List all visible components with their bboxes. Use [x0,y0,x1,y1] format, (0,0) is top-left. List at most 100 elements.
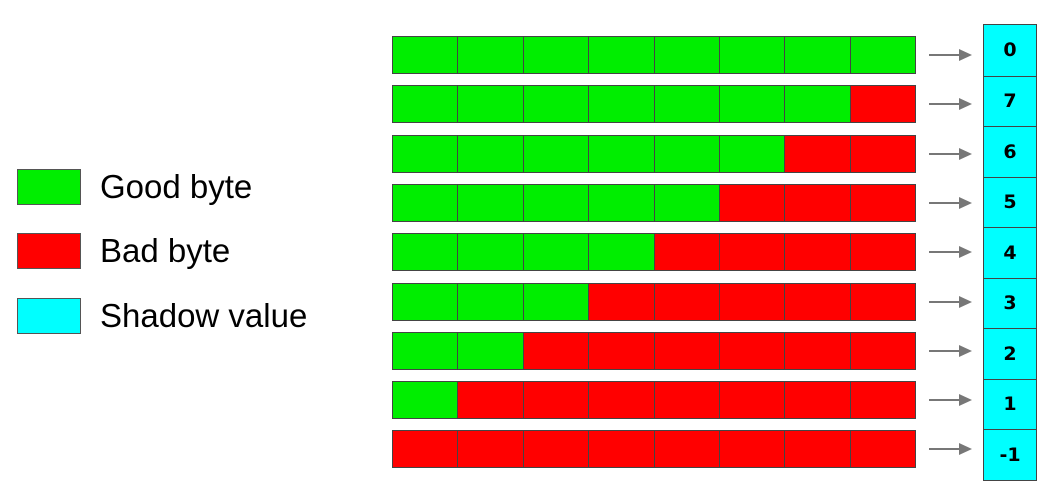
good-byte-cell [522,282,590,321]
shadow-value-cell: 3 [984,277,1036,329]
arrow-icon [929,443,972,456]
bad-byte-cell [849,134,916,173]
bad-byte-cell [588,381,655,420]
bad-byte-cell [522,331,590,370]
legend-good: Good byte [17,168,252,206]
bad-byte-cell [849,85,916,124]
good-byte-cell [457,233,524,272]
good-byte-cell [457,183,524,222]
good-byte-cell [522,134,590,173]
good-byte-cell [522,85,590,124]
bad-byte-cell [784,381,851,420]
legend-shadow: Shadow value [17,297,307,335]
byte-row [392,233,916,272]
good-byte-cell [457,85,524,124]
shadow-value-cell: 6 [984,126,1036,177]
byte-row [392,134,916,173]
good-byte-cell [784,36,851,74]
arrow-icon [929,295,972,308]
byte-row [392,381,916,420]
byte-row [392,183,916,222]
arrow-icon [929,196,972,209]
bad-byte-cell [588,331,655,370]
shadow-value-cell: 7 [984,75,1036,127]
arrow-icon [929,49,972,61]
legend-bad-swatch [17,233,81,269]
bad-byte-cell [784,331,851,370]
good-byte-cell [588,183,655,222]
shadow-value-cell: 5 [984,176,1036,228]
shadow-value-cell: 0 [1003,39,1017,62]
bad-byte-cell [849,282,916,321]
good-byte-cell [653,183,720,222]
legend-shadow-swatch [17,298,81,334]
good-byte-cell [522,233,590,272]
shadow-value-cell: 2 [984,328,1036,379]
bad-byte-cell [653,282,720,321]
good-byte-cell [653,85,720,124]
bad-byte-cell [849,331,916,370]
shadow-column: 0 7 6 5 4 3 2 1 -1 [983,24,1037,481]
good-byte-cell [588,134,655,173]
good-byte-cell [457,282,524,321]
good-byte-cell [457,36,524,74]
byte-row [392,430,916,469]
good-byte-cell [392,331,459,370]
legend-good-label: Good byte [100,168,253,205]
good-byte-cell [522,36,590,74]
bad-byte-cell [849,381,916,420]
good-byte-cell [392,381,459,420]
bad-byte-cell [653,331,720,370]
shadow-value-cell: 1 [984,378,1036,430]
good-byte-cell [718,36,786,74]
bad-byte-cell [849,430,916,469]
good-byte-cell [718,85,786,124]
good-byte-cell [522,183,590,222]
bad-byte-cell [457,381,524,420]
arrow-icon [929,394,972,407]
bad-byte-cell [522,430,590,469]
legend-bad: Bad byte [17,232,230,270]
bad-byte-cell [653,233,720,272]
bad-byte-cell [588,430,655,469]
good-byte-cell [653,134,720,173]
good-byte-cell [718,134,786,173]
good-byte-cell [653,36,720,74]
arrow-icon [929,98,972,111]
bad-byte-cell [784,282,851,321]
good-byte-cell [392,134,459,173]
bad-byte-cell [784,183,851,222]
arrow-icon [929,246,972,259]
good-byte-cell [392,233,459,272]
legend-shadow-label: Shadow value [100,297,308,334]
legend-bad-label: Bad byte [100,232,231,269]
legend-good-swatch [17,169,81,205]
bad-byte-cell [718,331,786,370]
good-byte-cell [588,36,655,74]
bad-byte-cell [849,183,916,222]
bad-byte-cell [849,233,916,272]
byte-row [392,36,916,74]
arrow-icon [929,344,972,357]
byte-row [392,282,916,321]
good-byte-cell [849,36,916,74]
bad-byte-cell [718,233,786,272]
bad-byte-cell [718,183,786,222]
bad-byte-cell [392,430,459,469]
bad-byte-cell [457,430,524,469]
bad-byte-cell [718,282,786,321]
bad-byte-cell [588,282,655,321]
bad-byte-cell [718,381,786,420]
good-byte-cell [784,85,851,124]
bad-byte-cell [784,134,851,173]
bad-byte-cell [653,381,720,420]
good-byte-cell [392,85,459,124]
good-byte-cell [392,183,459,222]
good-byte-cell [392,36,459,74]
bad-byte-cell [653,430,720,469]
bad-byte-cell [784,430,851,469]
shadow-value-cell: -1 [984,429,1036,480]
good-byte-cell [457,331,524,370]
shadow-value-cell: 4 [984,227,1036,278]
byte-row [392,85,916,124]
